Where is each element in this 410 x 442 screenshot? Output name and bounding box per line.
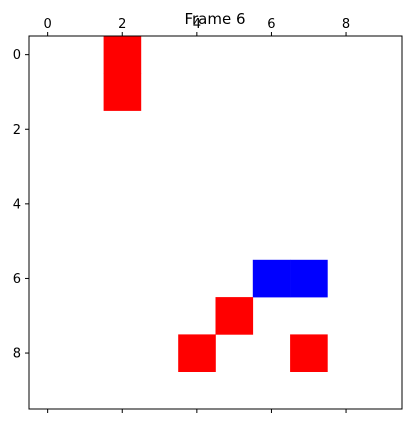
y-axis-ticks: 0 2 4 6 8 (13, 48, 29, 362)
x-tick-label: 4 (193, 17, 201, 32)
x-axis-ticks: 0 2 4 6 8 (44, 17, 350, 413)
x-tick-label: 2 (118, 17, 126, 32)
grid-cell (103, 73, 142, 111)
x-tick-label: 8 (342, 17, 350, 32)
grid-cell (290, 334, 328, 372)
y-tick-label: 6 (13, 272, 21, 287)
y-tick-label: 2 (13, 123, 21, 138)
board-border (28, 35, 403, 410)
grid-cell (103, 36, 142, 74)
y-tick-label: 4 (13, 197, 21, 212)
grid-cell (290, 259, 328, 298)
grid-cell (252, 259, 291, 298)
game-board (28, 35, 403, 410)
frame-title: Frame 6 (184, 10, 245, 28)
grid-cell (215, 297, 254, 335)
grid-cell (178, 334, 216, 372)
cells-layer (103, 36, 328, 372)
y-tick-label: 8 (13, 347, 21, 362)
y-tick-label: 0 (13, 48, 21, 63)
x-tick-label: 0 (44, 17, 52, 32)
x-tick-label: 6 (267, 17, 275, 32)
